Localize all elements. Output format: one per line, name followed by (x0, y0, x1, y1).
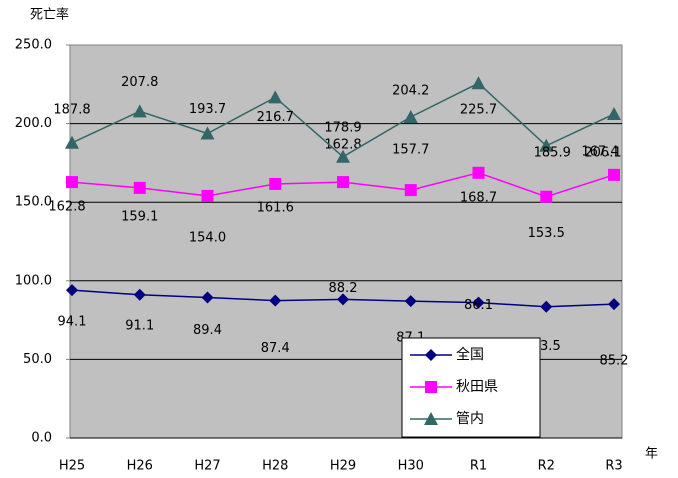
marker (424, 412, 438, 425)
value-label: 185.9 (534, 145, 571, 160)
marker (268, 90, 283, 104)
marker (425, 381, 437, 393)
y-tick-label: 250.0 (15, 38, 52, 53)
value-label: 91.1 (125, 318, 154, 333)
value-label: 154.0 (189, 230, 226, 245)
y-axis-title: 死亡率 (30, 7, 69, 23)
value-label: 87.4 (261, 341, 290, 356)
value-label: 207.8 (121, 75, 158, 90)
marker (200, 126, 215, 140)
legend-label: 秋田県 (456, 379, 498, 395)
marker (608, 298, 620, 311)
value-label: 168.7 (460, 190, 497, 205)
marker (539, 138, 554, 152)
value-label: 178.9 (324, 120, 361, 135)
marker (608, 168, 620, 181)
value-label: 157.7 (392, 143, 429, 158)
value-label: 216.7 (257, 110, 294, 125)
marker (540, 190, 553, 203)
marker (133, 288, 146, 301)
marker (201, 291, 214, 304)
marker (66, 284, 78, 297)
marker (472, 296, 485, 309)
marker (336, 149, 350, 163)
x-tick-label: H25 (59, 459, 85, 474)
x-tick-label: H26 (127, 459, 153, 474)
x-tick-label: R3 (605, 459, 622, 474)
value-label: 94.1 (58, 315, 87, 330)
marker (404, 295, 417, 308)
value-label: 88.2 (329, 281, 358, 296)
x-tick-label: R2 (538, 459, 555, 474)
marker (404, 184, 417, 197)
value-label: 206.1 (584, 146, 621, 161)
marker (66, 176, 78, 189)
marker (269, 177, 282, 190)
marker (132, 104, 147, 118)
marker (472, 166, 485, 179)
y-tick-label: 50.0 (23, 352, 52, 367)
x-tick-label: H27 (194, 459, 220, 474)
marker (540, 300, 553, 313)
x-tick-label: H30 (398, 459, 424, 474)
marker (403, 109, 418, 123)
value-label: 162.8 (48, 200, 85, 215)
value-label: 204.2 (392, 83, 429, 98)
marker (65, 135, 79, 149)
x-axis-title: 年 (645, 447, 658, 462)
x-tick-label: R1 (470, 459, 487, 474)
value-label: 193.7 (189, 102, 226, 117)
y-tick-label: 150.0 (15, 195, 52, 210)
x-tick-label: H28 (262, 459, 288, 474)
marker (471, 76, 486, 90)
x-tick-label: H29 (330, 459, 356, 474)
marker (607, 107, 621, 121)
value-label: 85.2 (600, 354, 629, 369)
marker (425, 349, 437, 361)
y-tick-label: 0.0 (31, 431, 52, 446)
legend-label: 全国 (456, 346, 484, 363)
value-label: 167.4 (581, 144, 618, 159)
marker (201, 189, 214, 202)
marker (269, 294, 282, 307)
value-label: 225.7 (460, 103, 497, 118)
marker (133, 181, 146, 194)
y-tick-label: 200.0 (15, 116, 52, 131)
value-label: 153.5 (528, 226, 565, 241)
marker (337, 293, 349, 306)
marker (337, 176, 349, 189)
value-label: 187.8 (53, 102, 90, 117)
value-label: 161.6 (257, 200, 294, 215)
value-label: 159.1 (121, 209, 158, 224)
y-tick-label: 100.0 (15, 273, 52, 288)
value-label: 89.4 (193, 323, 222, 338)
value-label: 86.1 (464, 298, 493, 313)
legend-label: 管内 (456, 411, 484, 427)
